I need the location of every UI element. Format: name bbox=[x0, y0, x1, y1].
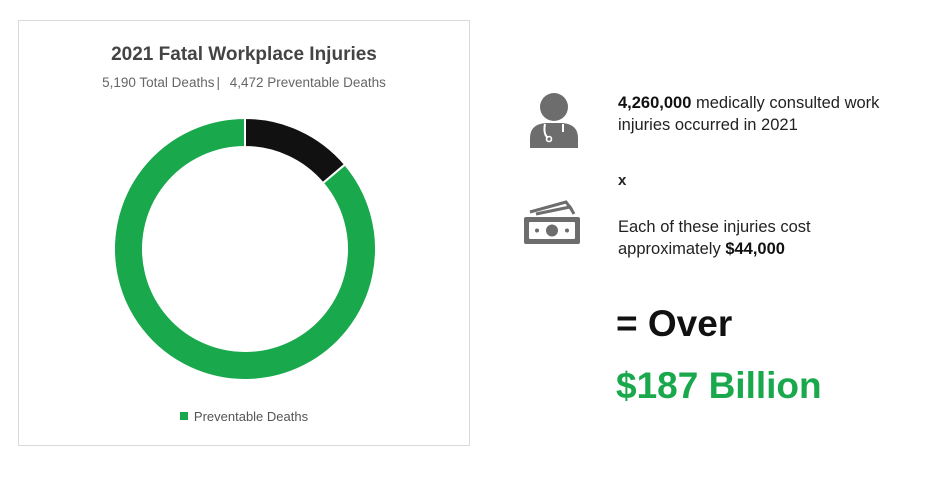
doctor-icon bbox=[530, 93, 578, 148]
result-value: $187 Billion bbox=[616, 365, 822, 406]
chart-legend: Preventable Deaths bbox=[19, 409, 469, 424]
injury-cost-panel: 4,260,000 medically consulted work injur… bbox=[520, 0, 940, 479]
injuries-text-2: injuries occurred in 2021 bbox=[618, 116, 798, 134]
chart-subtitle: 5,190 Total Deaths | 4,472 Preventable De… bbox=[19, 75, 469, 90]
money-icon bbox=[524, 200, 580, 244]
injuries-count: 4,260,000 bbox=[618, 94, 692, 112]
injuries-fact: 4,260,000 medically consulted work injur… bbox=[618, 92, 879, 136]
injuries-text: medically consulted work bbox=[696, 94, 880, 112]
legend-swatch bbox=[179, 412, 188, 420]
result-prefix: = Over bbox=[616, 303, 733, 344]
times-symbol: x bbox=[618, 172, 627, 189]
chart-card: 2021 Fatal Workplace Injuries 5,190 Tota… bbox=[18, 20, 470, 446]
subtitle-separator: | bbox=[216, 75, 220, 90]
chart-title: 2021 Fatal Workplace Injuries bbox=[111, 44, 377, 65]
cost-text-prefix: approximately bbox=[618, 240, 721, 258]
donut-slice-preventable bbox=[113, 116, 377, 381]
subtitle-preventable-deaths: 4,472 Preventable Deaths bbox=[229, 75, 386, 90]
donut-slice-other bbox=[244, 116, 347, 185]
cost-text: Each of these injuries cost bbox=[618, 218, 811, 236]
cost-fact: Each of these injuries cost approximatel… bbox=[618, 216, 811, 260]
donut-chart bbox=[113, 116, 377, 381]
legend-label: Preventable Deaths bbox=[193, 409, 309, 424]
subtitle-total-deaths: 5,190 Total Deaths bbox=[102, 75, 215, 90]
cost-value: $44,000 bbox=[725, 240, 785, 258]
